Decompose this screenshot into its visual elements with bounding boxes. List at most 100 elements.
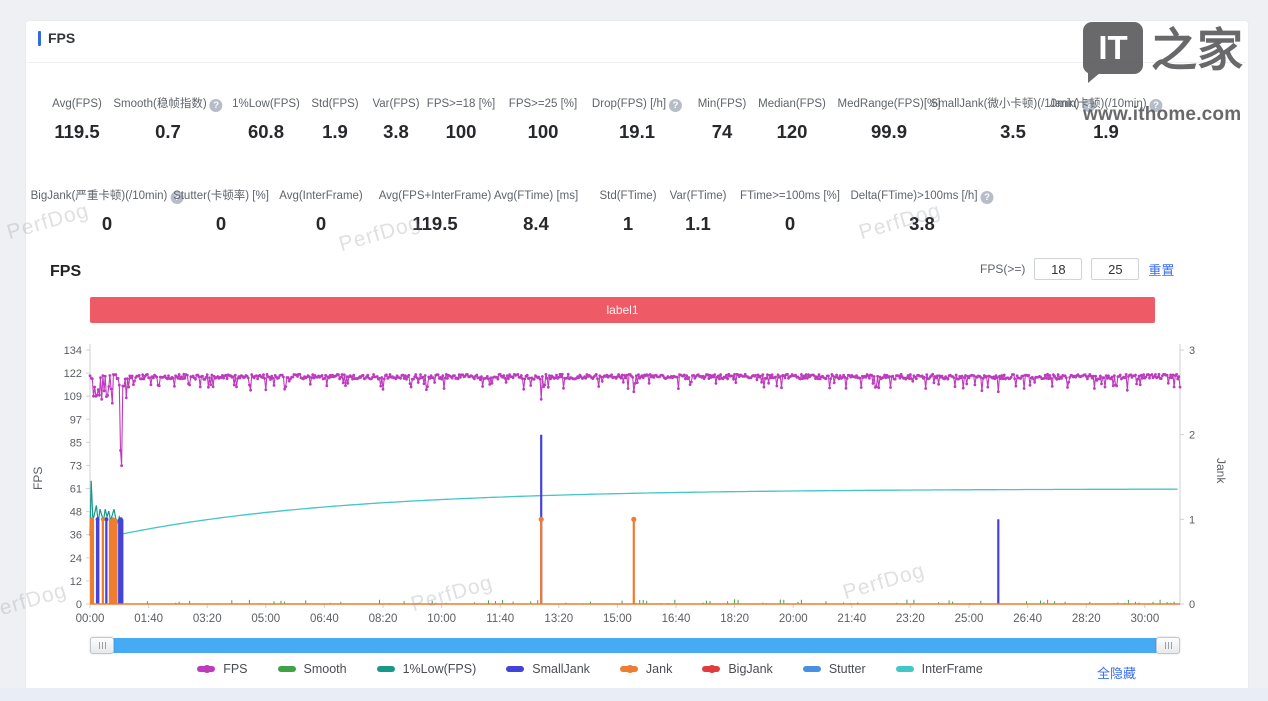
accent-bar xyxy=(38,30,41,46)
svg-text:3: 3 xyxy=(1189,345,1195,357)
scrollbar-left-handle[interactable] xyxy=(90,637,114,654)
stat-item: MedRange(FPS)[%] 99.9 xyxy=(838,80,941,143)
legend-item[interactable]: 1%Low(FPS) xyxy=(376,662,477,676)
stat-label: Avg(InterFrame) xyxy=(279,190,363,202)
info-icon[interactable]: ? xyxy=(170,191,184,204)
scrollbar-track[interactable] xyxy=(90,638,1180,653)
legend-item[interactable]: Jank xyxy=(619,662,673,676)
stat-value: 99.9 xyxy=(870,121,907,142)
legend-label: InterFrame xyxy=(921,662,983,676)
fps-chart-svg[interactable]: 134 122 109 97 85 73 61 48 36 24 12 0 3 2 1 0 00:00 01:40… xyxy=(25,330,1248,635)
stat-label: Median(FPS) xyxy=(758,98,826,110)
svg-text:06:40: 06:40 xyxy=(310,613,339,625)
svg-text:73: 73 xyxy=(70,460,82,472)
legend-item[interactable]: FPS xyxy=(197,662,248,676)
svg-text:26:40: 26:40 xyxy=(1013,613,1042,625)
stat-value: 1.9 xyxy=(1093,121,1119,142)
chart-legend: FPS Smooth 1%Low(FPS) SmallJank Jank Big… xyxy=(90,662,1090,676)
stat-label: Delta(FTime)>100ms [/h]? xyxy=(850,172,994,204)
svg-text:0: 0 xyxy=(76,599,82,611)
series-interframe xyxy=(122,488,1178,535)
stat-label: Std(FPS) xyxy=(311,98,359,110)
legend-label: BigJank xyxy=(728,662,773,676)
fps-max-input[interactable] xyxy=(1091,258,1140,280)
stat-value: 119.5 xyxy=(54,121,100,142)
legend-swatch-icon xyxy=(895,666,914,672)
svg-text:11:40: 11:40 xyxy=(486,613,514,625)
stat-item: Var(FTime) 1.1 xyxy=(670,172,727,235)
legend-swatch-icon xyxy=(702,665,721,673)
stat-label: BigJank(严重卡顿) (/10min)? xyxy=(31,172,184,204)
hide-all-link[interactable]: 全隐藏 xyxy=(1097,666,1137,681)
svg-text:109: 109 xyxy=(64,391,82,403)
stat-value: 8.4 xyxy=(523,213,549,234)
svg-text:20:00: 20:00 xyxy=(779,613,808,625)
stat-label: Min(FPS) xyxy=(697,98,747,110)
legend-label: Stutter xyxy=(828,662,866,676)
legend-label: FPS xyxy=(223,662,248,676)
stat-item: SmallJank(微小卡顿) (/10min)? 3.5 xyxy=(931,80,1096,143)
stat-value: 3.8 xyxy=(383,121,409,142)
stat-label: Avg(FTime) [ms] xyxy=(493,190,579,202)
legend-label: SmallJank xyxy=(532,662,590,676)
stat-item: 1%Low(FPS) 60.8 xyxy=(232,80,300,143)
series-fps-dots xyxy=(88,372,1182,467)
chart-scrollbar[interactable] xyxy=(90,637,1180,654)
stat-value: 3.8 xyxy=(909,213,935,234)
svg-text:08:20: 08:20 xyxy=(369,613,398,625)
stat-label: 1%Low(FPS) xyxy=(232,98,300,110)
svg-text:28:20: 28:20 xyxy=(1072,613,1101,625)
stat-value: 100 xyxy=(445,121,477,142)
info-icon[interactable]: ? xyxy=(1149,99,1163,112)
info-icon[interactable]: ? xyxy=(669,99,683,112)
stats-row-2: BigJank(严重卡顿) (/10min)? 0 Stutter(卡顿率) [%… xyxy=(0,172,1268,257)
svg-text:FPS: FPS xyxy=(31,467,45,490)
svg-text:05:00: 05:00 xyxy=(251,613,280,625)
stat-item: Avg(FPS) 119.5 xyxy=(52,80,102,143)
fps-min-input[interactable] xyxy=(1034,258,1083,280)
fps-filter: FPS(>=) 重置 xyxy=(980,258,1174,280)
svg-text:12: 12 xyxy=(70,576,82,588)
legend-swatch-icon xyxy=(802,666,821,672)
svg-text:1: 1 xyxy=(1189,514,1195,526)
stat-item: Var(FPS) 3.8 xyxy=(372,80,419,143)
info-icon[interactable]: ? xyxy=(980,191,994,204)
svg-text:01:40: 01:40 xyxy=(134,613,163,625)
stat-item: Avg(InterFrame) 0 xyxy=(279,172,363,235)
page-title: FPS xyxy=(48,30,76,46)
stat-value: 74 xyxy=(711,121,733,142)
stat-label: Drop(FPS) [/h]? xyxy=(592,80,683,112)
legend-item[interactable]: Stutter xyxy=(802,662,866,676)
scrollbar-right-handle[interactable] xyxy=(1156,637,1180,654)
stat-item: Min(FPS) 74 xyxy=(698,80,747,143)
stat-value: 100 xyxy=(527,121,559,142)
series-jank xyxy=(90,516,1180,605)
legend-item[interactable]: Smooth xyxy=(277,662,347,676)
legend-swatch-icon xyxy=(277,666,296,672)
label-banner: label1 xyxy=(90,297,1155,323)
legend-item[interactable]: InterFrame xyxy=(895,662,983,676)
reset-link[interactable]: 重置 xyxy=(1148,262,1175,278)
legend-item[interactable]: BigJank xyxy=(702,662,773,676)
stat-value: 0 xyxy=(101,213,113,234)
stat-item: Median(FPS) 120 xyxy=(758,80,826,143)
stat-label: Avg(FPS+InterFrame) xyxy=(378,190,492,202)
svg-text:03:20: 03:20 xyxy=(193,613,222,625)
stat-value: 1 xyxy=(622,213,634,234)
svg-text:21:40: 21:40 xyxy=(837,613,866,625)
info-icon[interactable]: ? xyxy=(1082,99,1096,112)
stat-item: Avg(FTime) [ms] 8.4 xyxy=(494,172,578,235)
stat-value: 119.5 xyxy=(412,213,458,234)
legend-label: 1%Low(FPS) xyxy=(402,662,477,676)
svg-text:Jank: Jank xyxy=(1214,458,1228,484)
legend-label: Jank xyxy=(645,662,673,676)
stat-value: 1.1 xyxy=(685,213,711,234)
svg-text:61: 61 xyxy=(70,484,82,496)
stat-item: FPS>=18 [%] 100 xyxy=(427,80,495,143)
stat-item: BigJank(严重卡顿) (/10min)? 0 xyxy=(31,172,184,235)
info-icon[interactable]: ? xyxy=(209,99,223,112)
legend-item[interactable]: SmallJank xyxy=(506,662,590,676)
svg-text:48: 48 xyxy=(70,507,82,519)
stat-item: Smooth(稳帧指数)? 0.7 xyxy=(113,80,223,143)
svg-text:24: 24 xyxy=(70,553,82,565)
